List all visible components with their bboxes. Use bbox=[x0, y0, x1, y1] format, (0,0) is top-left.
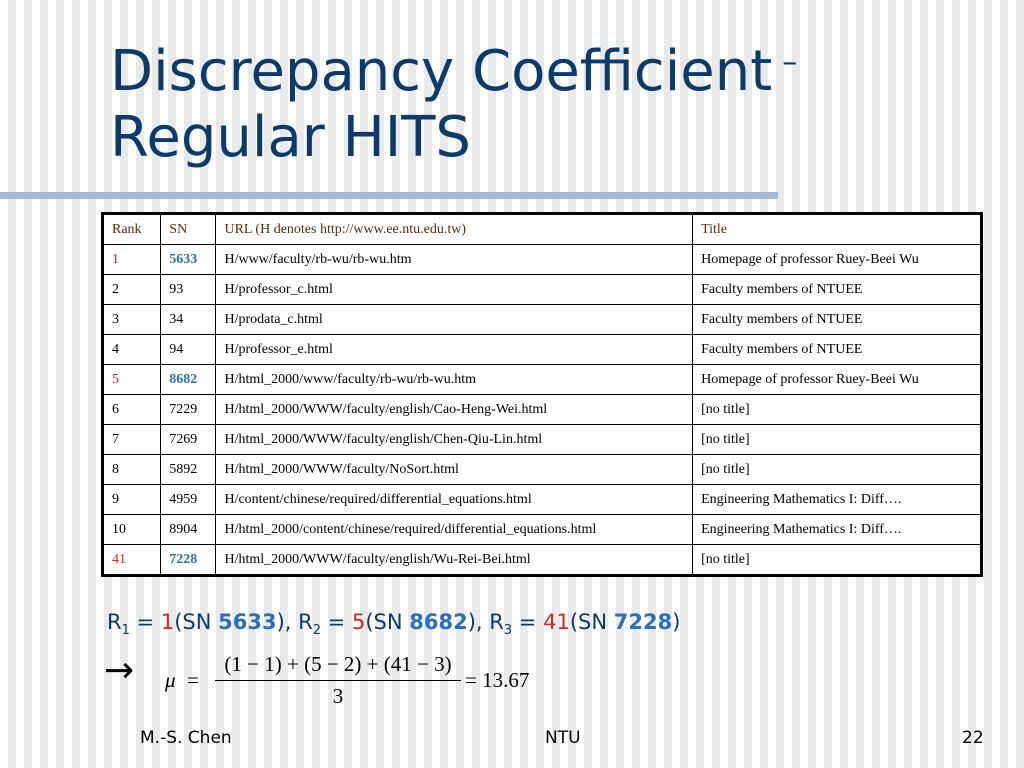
separator: ), bbox=[467, 610, 490, 634]
cell-url: H/html_2000/WWW/faculty/english/Cao-Heng… bbox=[215, 394, 694, 425]
cell-rank: 10 bbox=[101, 514, 162, 545]
fraction-bar bbox=[215, 680, 461, 681]
cell-title: [no title] bbox=[692, 544, 982, 576]
r1-label: R bbox=[107, 610, 122, 634]
table-row: 2 93 H/professor_c.html Faculty members … bbox=[101, 274, 982, 305]
cell-sn: 34 bbox=[160, 304, 217, 335]
eq-sign: = bbox=[129, 610, 161, 634]
r2-subscript: 2 bbox=[312, 623, 321, 639]
cell-url: H/prodata_c.html bbox=[215, 304, 694, 335]
sn-prefix: (SN bbox=[569, 610, 614, 634]
table-row: 9 4959 H/content/chinese/required/differ… bbox=[101, 484, 982, 515]
cell-rank: 4 bbox=[101, 334, 162, 365]
cell-url: H/content/chinese/required/differential_… bbox=[215, 484, 694, 515]
separator: ), bbox=[276, 610, 299, 634]
r3-sn: 7228 bbox=[613, 610, 673, 634]
footer-page-number: 22 bbox=[962, 728, 984, 748]
cell-title: [no title] bbox=[692, 454, 982, 485]
cell-title: [no title] bbox=[692, 424, 982, 455]
cell-url: H/professor_c.html bbox=[215, 274, 694, 305]
table-row: 3 34 H/prodata_c.html Faculty members of… bbox=[101, 304, 982, 335]
title-dash: – bbox=[782, 45, 798, 80]
cell-sn: 94 bbox=[160, 334, 217, 365]
cell-sn: 5892 bbox=[160, 454, 217, 485]
cell-title: [no title] bbox=[692, 394, 982, 425]
cell-title: Homepage of professor Ruey-Beei Wu bbox=[692, 364, 982, 395]
title-underline-rule bbox=[0, 192, 778, 199]
header-title: Title bbox=[692, 213, 982, 245]
cell-url: H/html_2000/content/chinese/required/dif… bbox=[215, 514, 694, 545]
r3-value: 41 bbox=[543, 610, 570, 634]
cell-title: Engineering Mathematics I: Diff…. bbox=[692, 484, 982, 515]
cell-title: Homepage of professor Ruey-Beei Wu bbox=[692, 244, 982, 275]
rank-summary-line: R1 = 1(SN 5633), R2 = 5(SN 8682), R3 = 4… bbox=[107, 610, 680, 638]
cell-sn: 8904 bbox=[160, 514, 217, 545]
cell-rank: 3 bbox=[101, 304, 162, 335]
table-row: 4 94 H/professor_e.html Faculty members … bbox=[101, 334, 982, 365]
footer-author: M.-S. Chen bbox=[140, 728, 232, 748]
cell-sn: 8682 bbox=[160, 364, 217, 395]
r3-subscript: 3 bbox=[503, 623, 513, 639]
slide-title: Discrepancy Coefficient – Regular HITS bbox=[110, 30, 990, 171]
cell-title: Engineering Mathematics I: Diff…. bbox=[692, 514, 982, 545]
cell-rank: 7 bbox=[101, 424, 162, 455]
table-row: 41 7228 H/html_2000/WWW/faculty/english/… bbox=[101, 544, 982, 576]
cell-sn: 7228 bbox=[160, 544, 217, 576]
cell-sn: 7269 bbox=[160, 424, 217, 455]
title-line2: Regular HITS bbox=[110, 105, 471, 170]
ranking-table: Rank SN URL (H denotes http://www.ee.ntu… bbox=[101, 212, 983, 577]
cell-sn: 93 bbox=[160, 274, 217, 305]
cell-url: H/www/faculty/rb-wu/rb-wu.htm bbox=[215, 244, 694, 275]
formula-fraction: (1 − 1) + (5 − 2) + (41 − 3) 3 bbox=[215, 652, 461, 709]
r1-value: 1 bbox=[160, 610, 175, 634]
table-row: 1 5633 H/www/faculty/rb-wu/rb-wu.htm Hom… bbox=[101, 244, 982, 275]
table-row: 5 8682 H/html_2000/www/faculty/rb-wu/rb-… bbox=[101, 364, 982, 395]
cell-rank: 2 bbox=[101, 274, 162, 305]
cell-url: H/html_2000/WWW/faculty/english/Chen-Qiu… bbox=[215, 424, 694, 455]
r2-label: R bbox=[298, 610, 313, 634]
sn-prefix: (SN bbox=[365, 610, 410, 634]
formula-equals: = bbox=[187, 668, 199, 692]
eq-sign: = bbox=[321, 610, 352, 634]
cell-title: Faculty members of NTUEE bbox=[692, 334, 982, 365]
header-rank: Rank bbox=[101, 213, 162, 245]
table-row: 7 7269 H/html_2000/WWW/faculty/english/C… bbox=[101, 424, 982, 455]
r2-value: 5 bbox=[351, 610, 366, 634]
cell-url: H/html_2000/WWW/faculty/english/Wu-Rei-B… bbox=[215, 544, 694, 576]
sn-prefix: (SN bbox=[174, 610, 219, 634]
cell-url: H/professor_e.html bbox=[215, 334, 694, 365]
cell-sn: 5633 bbox=[160, 244, 217, 275]
cell-sn: 4959 bbox=[160, 484, 217, 515]
cell-rank: 1 bbox=[101, 244, 162, 275]
table-row: 8 5892 H/html_2000/WWW/faculty/NoSort.ht… bbox=[101, 454, 982, 485]
cell-url: H/html_2000/www/faculty/rb-wu/rb-wu.htm bbox=[215, 364, 694, 395]
cell-sn: 7229 bbox=[160, 394, 217, 425]
cell-url: H/html_2000/WWW/faculty/NoSort.html bbox=[215, 454, 694, 485]
formula-result: = 13.67 bbox=[465, 668, 530, 692]
r1-sn: 5633 bbox=[218, 610, 277, 634]
cell-title: Faculty members of NTUEE bbox=[692, 304, 982, 335]
cell-rank: 8 bbox=[101, 454, 162, 485]
arrow-icon: → bbox=[104, 650, 135, 691]
cell-rank: 6 bbox=[101, 394, 162, 425]
footer-org: NTU bbox=[545, 728, 581, 748]
mu-symbol: μ bbox=[165, 668, 176, 692]
cell-rank: 5 bbox=[101, 364, 162, 395]
title-main: Discrepancy Coefficient bbox=[110, 39, 773, 104]
cell-rank: 41 bbox=[101, 544, 162, 576]
table-row: 6 7229 H/html_2000/WWW/faculty/english/C… bbox=[101, 394, 982, 425]
r2-sn: 8682 bbox=[409, 610, 468, 634]
r3-label: R bbox=[489, 610, 504, 634]
cell-rank: 9 bbox=[101, 484, 162, 515]
header-url: URL (H denotes http://www.ee.ntu.edu.tw) bbox=[215, 213, 694, 245]
table-header-row: Rank SN URL (H denotes http://www.ee.ntu… bbox=[101, 213, 982, 245]
cell-title: Faculty members of NTUEE bbox=[692, 274, 982, 305]
header-sn: SN bbox=[160, 213, 217, 245]
close-paren: ) bbox=[672, 610, 681, 634]
table-row: 10 8904 H/html_2000/content/chinese/requ… bbox=[101, 514, 982, 545]
formula-numerator: (1 − 1) + (5 − 2) + (41 − 3) bbox=[224, 652, 452, 676]
r1-subscript: 1 bbox=[121, 623, 130, 639]
eq-sign: = bbox=[512, 610, 544, 634]
formula-denominator: 3 bbox=[332, 684, 344, 708]
